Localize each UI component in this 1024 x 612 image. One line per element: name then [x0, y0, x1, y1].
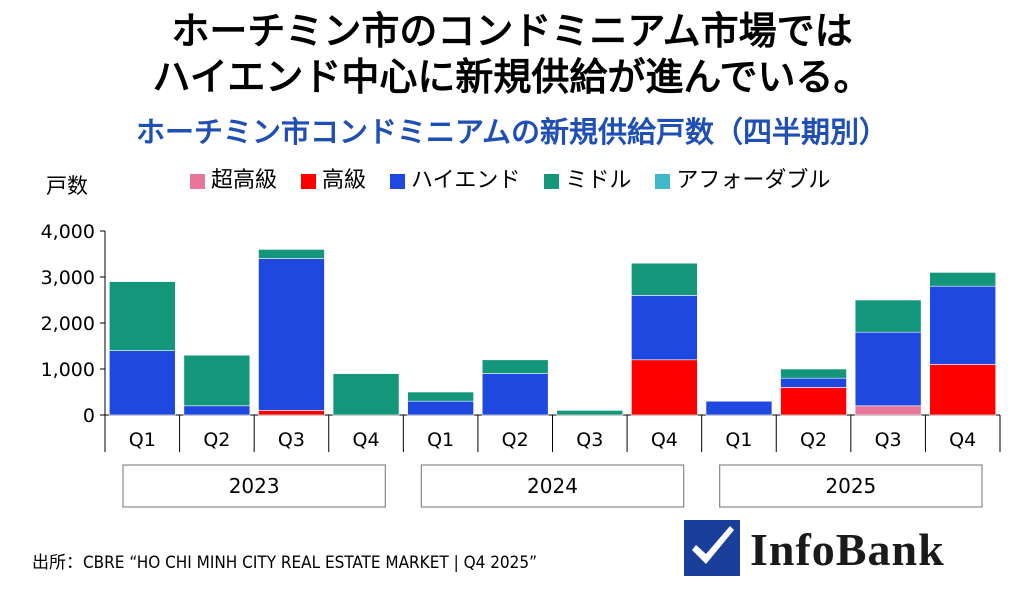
bar-segment [258, 258, 325, 411]
legend-item: 高級 [301, 164, 366, 198]
legend-label: アフォーダブル [676, 168, 831, 193]
year-group-box [122, 464, 386, 508]
legend-swatch [190, 173, 205, 189]
y-tick-label: 1,000 [41, 359, 95, 381]
bar-segment [854, 299, 922, 333]
legend-item: ミドル [544, 164, 631, 198]
bar-segment [108, 281, 176, 351]
bar-segment [481, 373, 549, 416]
legend-label: 高級 [322, 168, 367, 193]
year-group-box [719, 464, 983, 508]
x-tick-label: Q3 [875, 429, 902, 451]
legend-swatch [655, 173, 671, 189]
bar-segment [631, 359, 698, 416]
bar-segment [108, 350, 176, 416]
y-axis-label: 戸数 [46, 174, 88, 198]
headline-line-1: ホーチミン市のコンドミニアム市場では [171, 9, 853, 53]
bar-segment [854, 405, 922, 416]
legend-swatch [390, 173, 406, 189]
legend-swatch [544, 173, 560, 189]
legend-item: 超高級 [190, 164, 277, 198]
x-tick-label: Q1 [129, 429, 156, 451]
legend-item: ハイエンド [390, 164, 520, 198]
legend-item: アフォーダブル [655, 164, 830, 198]
bar-segment [929, 285, 997, 365]
bar-segment [631, 295, 698, 361]
bar-segment [705, 400, 773, 416]
bar-segment [631, 262, 698, 296]
checkmark-logo-icon [684, 520, 740, 576]
x-tick-label: Q3 [576, 429, 603, 451]
y-tick-label: 4,000 [41, 221, 95, 243]
x-tick-label: Q1 [427, 429, 454, 451]
legend-label: ハイエンド [411, 168, 521, 193]
bar-segment [929, 364, 997, 416]
year-group-box [420, 464, 685, 508]
bar-segment [407, 391, 474, 402]
bar-segment [854, 331, 922, 407]
year-group-label: 2025 [825, 474, 876, 498]
headline-line-2: ハイエンド中心に新規供給が進んでいる。 [152, 55, 872, 99]
bar-segment [258, 249, 325, 259]
bar-segment [481, 359, 549, 374]
bar-segment [258, 410, 325, 416]
y-tick-label: 2,000 [41, 313, 95, 335]
x-tick-label: Q2 [800, 429, 827, 451]
bar-segment [332, 373, 400, 416]
logo-text: InfoBank [750, 524, 945, 575]
bar-segment [780, 377, 847, 388]
legend-label: 超高級 [211, 168, 278, 193]
year-group-label: 2024 [527, 474, 578, 498]
y-tick-label: 0 [83, 405, 95, 427]
x-tick-label: Q4 [353, 429, 380, 451]
chart-legend: 超高級 高級 ハイエンド ミドル アフォーダブル [190, 164, 830, 198]
x-tick-label: Q4 [651, 429, 678, 451]
bar-segment [183, 405, 251, 416]
x-tick-label: Q2 [203, 429, 230, 451]
chart-title: ホーチミン市コンドミニアムの新規供給戸数（四半期別） [136, 115, 888, 149]
x-tick-label: Q1 [725, 429, 752, 451]
x-tick-label: Q4 [949, 429, 976, 451]
bar-segment [556, 410, 624, 416]
x-tick-label: Q2 [502, 429, 529, 451]
year-group-label: 2023 [229, 474, 280, 498]
legend-label: ミドル [565, 168, 632, 193]
bar-segment [780, 368, 847, 379]
y-tick-label: 3,000 [41, 267, 95, 289]
source-note: 出所：CBRE “HO CHI MINH CITY REAL ESTATE MA… [32, 553, 538, 573]
bar-segment [929, 272, 997, 287]
x-tick-label: Q3 [278, 429, 305, 451]
bar-segment [780, 387, 847, 416]
bar-segment [183, 354, 251, 407]
infobank-logo: InfoBank [684, 520, 994, 580]
bar-segment [407, 400, 474, 416]
legend-swatch [301, 173, 317, 189]
